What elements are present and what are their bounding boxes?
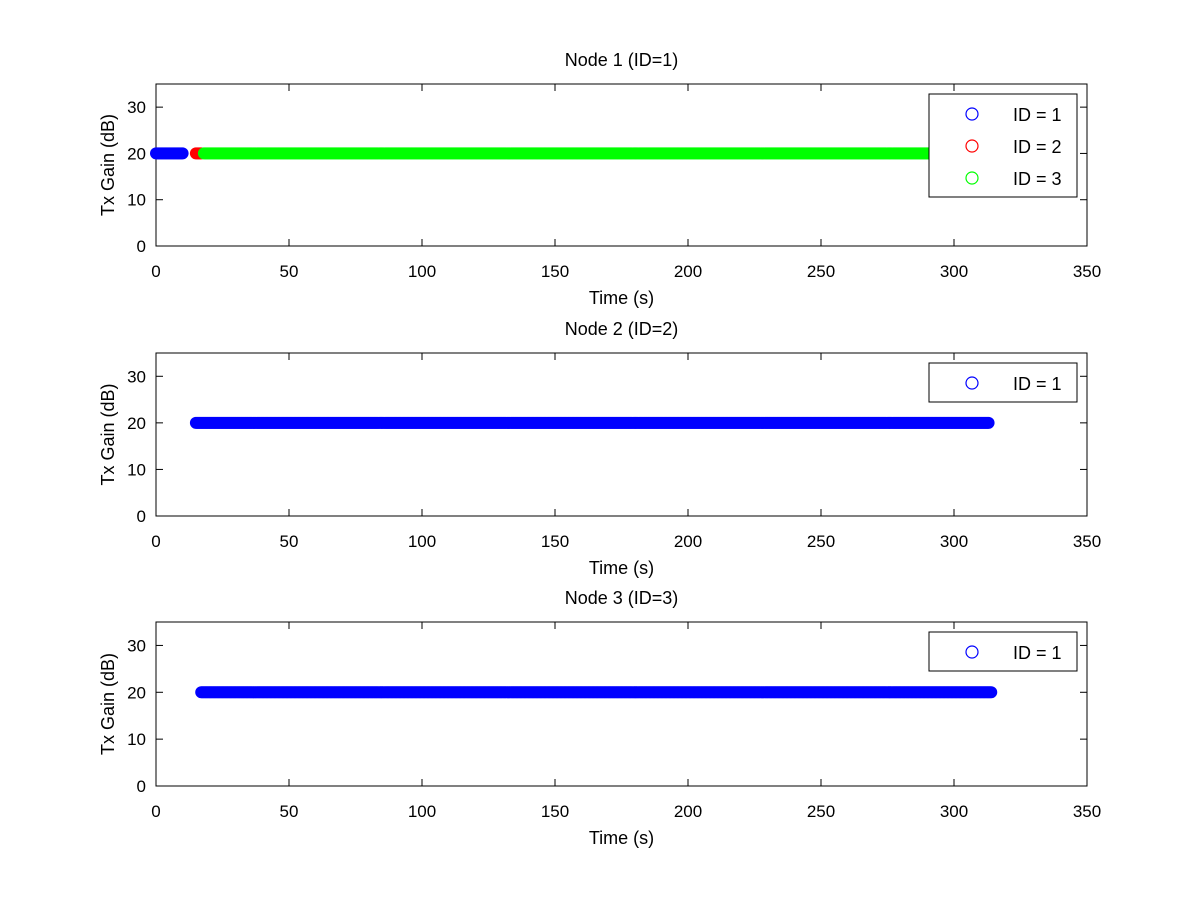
- x-tick-label: 250: [807, 532, 835, 551]
- x-tick-label: 250: [807, 802, 835, 821]
- legend-label: ID = 1: [1013, 643, 1062, 663]
- x-tick-label: 300: [940, 532, 968, 551]
- legend-box: [928, 631, 1078, 672]
- data-point: [985, 686, 998, 699]
- x-tick-label: 300: [940, 802, 968, 821]
- x-tick-label: 100: [408, 802, 436, 821]
- x-tick-label: 350: [1073, 532, 1101, 551]
- legend-marker: [965, 107, 979, 121]
- subplot-1: 0 50 100 150 200 250 300 350 0 10 20 30 Node 1 (ID=1…: [98, 50, 1101, 308]
- x-tick-label: 200: [674, 262, 702, 281]
- legend: ID = 1: [928, 631, 1078, 672]
- legend-label: ID = 1: [1013, 374, 1062, 394]
- series-1: [150, 147, 189, 160]
- series-3: [197, 147, 987, 160]
- chart-title: Node 2 (ID=2): [565, 319, 679, 339]
- legend-marker: [965, 645, 979, 659]
- y-tick-label: 0: [137, 777, 146, 796]
- y-tick-label: 10: [127, 730, 146, 749]
- y-tick-label: 30: [127, 636, 146, 655]
- x-tick-label: 150: [541, 532, 569, 551]
- x-tick-label: 0: [151, 262, 160, 281]
- y-tick-label: 0: [137, 507, 146, 526]
- legend-label: ID = 1: [1013, 105, 1062, 125]
- x-axis-label: Time (s): [589, 558, 654, 578]
- x-tick-label: 50: [280, 262, 299, 281]
- data-point: [176, 147, 189, 160]
- legend-box: [928, 93, 1078, 198]
- legend-box: [928, 362, 1078, 403]
- legend-marker: [965, 376, 979, 390]
- x-tick-label: 250: [807, 262, 835, 281]
- subplot-2: 0 50 100 150 200 250 300 350 0 10 20 30 Node 2 (ID=2…: [98, 319, 1101, 578]
- legend-label: ID = 3: [1013, 169, 1062, 189]
- x-tick-label: 200: [674, 532, 702, 551]
- x-tick-label: 350: [1073, 262, 1101, 281]
- y-tick-label: 20: [127, 414, 146, 433]
- y-tick-label: 20: [127, 683, 146, 702]
- x-axis-label: Time (s): [589, 288, 654, 308]
- series-1: [189, 416, 995, 429]
- y-tick-label: 30: [127, 98, 146, 117]
- x-tick-label: 150: [541, 802, 569, 821]
- y-tick-label: 30: [127, 367, 146, 386]
- y-tick-label: 20: [127, 144, 146, 163]
- y-tick-label: 0: [137, 237, 146, 256]
- subplot-3: 0 50 100 150 200 250 300 350 0 10 20 30 Node 3 (ID=3…: [98, 588, 1101, 848]
- legend-label: ID = 2: [1013, 137, 1062, 157]
- legend: ID = 1: [928, 362, 1078, 403]
- x-tick-label: 100: [408, 532, 436, 551]
- x-tick-label: 100: [408, 262, 436, 281]
- x-tick-label: 150: [541, 262, 569, 281]
- series-1: [195, 686, 998, 699]
- x-tick-label: 50: [280, 802, 299, 821]
- y-axis-label: Tx Gain (dB): [98, 114, 118, 216]
- x-tick-label: 0: [151, 532, 160, 551]
- x-tick-label: 0: [151, 802, 160, 821]
- x-tick-label: 300: [940, 262, 968, 281]
- data-point: [982, 416, 995, 429]
- chart-title: Node 3 (ID=3): [565, 588, 679, 608]
- legend-marker: [965, 139, 979, 153]
- legend-marker: [965, 171, 979, 185]
- y-axis-label: Tx Gain (dB): [98, 383, 118, 485]
- x-tick-label: 350: [1073, 802, 1101, 821]
- y-tick-label: 10: [127, 460, 146, 479]
- x-tick-label: 50: [280, 532, 299, 551]
- x-axis-label: Time (s): [589, 828, 654, 848]
- y-tick-label: 10: [127, 191, 146, 210]
- y-axis-label: Tx Gain (dB): [98, 653, 118, 755]
- chart-title: Node 1 (ID=1): [565, 50, 679, 70]
- x-tick-label: 200: [674, 802, 702, 821]
- legend: ID = 1 ID = 2 ID = 3: [928, 93, 1078, 198]
